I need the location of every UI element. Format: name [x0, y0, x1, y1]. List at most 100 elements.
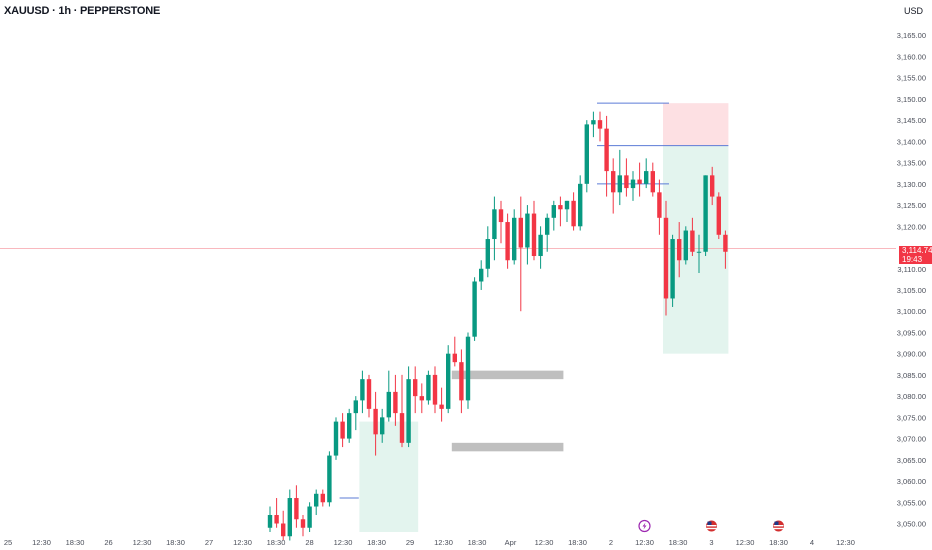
candle-body[interactable] — [347, 413, 352, 439]
candle-body[interactable] — [281, 523, 286, 537]
y-axis-tick-label: 3,060.00 — [897, 477, 926, 486]
candle-body[interactable] — [696, 251, 702, 253]
y-axis-tick-label: 3,140.00 — [897, 137, 926, 146]
x-axis-tick-label: 3 — [709, 538, 713, 547]
x-axis-tick-label: 12:30 — [434, 538, 453, 547]
candle-body[interactable] — [366, 379, 372, 409]
gray-zone[interactable] — [451, 442, 564, 452]
candle-body[interactable] — [393, 391, 398, 414]
candle-body[interactable] — [538, 234, 543, 257]
x-axis-tick-label: 28 — [305, 538, 313, 547]
candle-body[interactable] — [525, 213, 530, 248]
candle-body[interactable] — [604, 128, 609, 172]
candle-body[interactable] — [723, 234, 728, 252]
red-zone[interactable] — [663, 103, 729, 146]
candle-body[interactable] — [545, 217, 550, 235]
y-axis-tick-label: 3,090.00 — [897, 350, 926, 359]
candle-body[interactable] — [690, 230, 695, 252]
candle-body[interactable] — [677, 239, 682, 261]
candle-body[interactable] — [459, 362, 464, 401]
y-axis-tick-label: 3,110.00 — [897, 265, 926, 274]
candle-body[interactable] — [373, 408, 378, 435]
y-axis-tick-label: 3,150.00 — [897, 95, 926, 104]
candle-body[interactable] — [406, 379, 411, 443]
candle-body[interactable] — [617, 175, 622, 193]
x-axis-tick-label: Apr — [505, 538, 517, 547]
candle-body[interactable] — [531, 213, 537, 257]
candle-body[interactable] — [320, 493, 325, 503]
candle-body[interactable] — [558, 205, 563, 210]
y-axis-tick-label: 3,105.00 — [897, 286, 926, 295]
candle-body[interactable] — [380, 417, 385, 435]
symbol-title[interactable]: XAUUSD · 1h · PEPPERSTONE — [4, 5, 161, 17]
candle-body[interactable] — [670, 239, 675, 299]
candle-body[interactable] — [578, 183, 583, 227]
candle-body[interactable] — [498, 209, 504, 223]
candle-body[interactable] — [597, 120, 603, 129]
candle-body[interactable] — [657, 192, 662, 218]
candle-body[interactable] — [683, 230, 688, 261]
candle-body[interactable] — [439, 404, 444, 409]
y-axis-tick-label: 3,160.00 — [897, 52, 926, 61]
candle-body[interactable] — [327, 455, 332, 503]
candle-body[interactable] — [287, 498, 292, 537]
candle-body[interactable] — [710, 175, 715, 197]
x-axis-tick-label: 12:30 — [133, 538, 152, 547]
candle-body[interactable] — [465, 336, 471, 401]
x-axis-tick-label: 12:30 — [32, 538, 51, 547]
candle-body[interactable] — [650, 171, 655, 193]
y-axis-tick-label: 3,075.00 — [897, 413, 926, 422]
candle-body[interactable] — [564, 200, 570, 210]
candle-body[interactable] — [644, 171, 649, 184]
candle-body[interactable] — [716, 196, 721, 235]
candle-body[interactable] — [584, 124, 589, 184]
gray-zone[interactable] — [451, 370, 564, 380]
candle-body[interactable] — [446, 353, 451, 409]
x-axis-tick-label: 12:30 — [334, 538, 353, 547]
candle-body[interactable] — [353, 400, 358, 414]
candle-body[interactable] — [426, 374, 431, 401]
candle-body[interactable] — [663, 217, 669, 299]
candle-body[interactable] — [386, 391, 391, 418]
currency-label[interactable]: USD — [904, 6, 924, 16]
candle-body[interactable] — [571, 200, 576, 227]
flag-stripe — [706, 527, 717, 530]
candle-body[interactable] — [413, 379, 418, 397]
candle-body[interactable] — [630, 179, 636, 189]
countdown-timer: 19:43 — [902, 255, 923, 264]
candle-body[interactable] — [591, 120, 596, 125]
candle-body[interactable] — [274, 515, 279, 524]
candle-body[interactable] — [399, 413, 405, 443]
candle-body[interactable] — [294, 498, 299, 520]
candle-body[interactable] — [518, 217, 523, 248]
candle-body[interactable] — [419, 396, 424, 401]
candle-body[interactable] — [551, 205, 556, 218]
candle-body[interactable] — [472, 281, 477, 337]
y-axis-tick-label: 3,145.00 — [897, 116, 926, 125]
candle-body[interactable] — [360, 379, 365, 401]
candle-body[interactable] — [333, 421, 339, 456]
y-axis-tick-label: 3,100.00 — [897, 307, 926, 316]
candle-body[interactable] — [340, 421, 345, 439]
candle-body[interactable] — [452, 353, 457, 363]
candle-body[interactable] — [300, 519, 306, 528]
candle-body[interactable] — [267, 515, 273, 528]
y-axis-tick-label: 3,080.00 — [897, 392, 926, 401]
candle-body[interactable] — [314, 493, 319, 507]
candle-body[interactable] — [624, 175, 629, 189]
x-axis-tick-label: 18:30 — [66, 538, 85, 547]
candle-body[interactable] — [637, 179, 642, 184]
candle-body[interactable] — [485, 239, 490, 269]
candle-body[interactable] — [307, 506, 312, 528]
candle-body[interactable] — [432, 374, 438, 405]
candle-body[interactable] — [512, 217, 517, 261]
candle-body[interactable] — [703, 175, 708, 252]
candle-body[interactable] — [505, 222, 510, 261]
x-axis-tick-label: 18:30 — [367, 538, 386, 547]
candle-body[interactable] — [492, 209, 497, 240]
candle-body[interactable] — [611, 171, 616, 193]
candle-body[interactable] — [479, 268, 484, 282]
y-axis-tick-label: 3,095.00 — [897, 328, 926, 337]
